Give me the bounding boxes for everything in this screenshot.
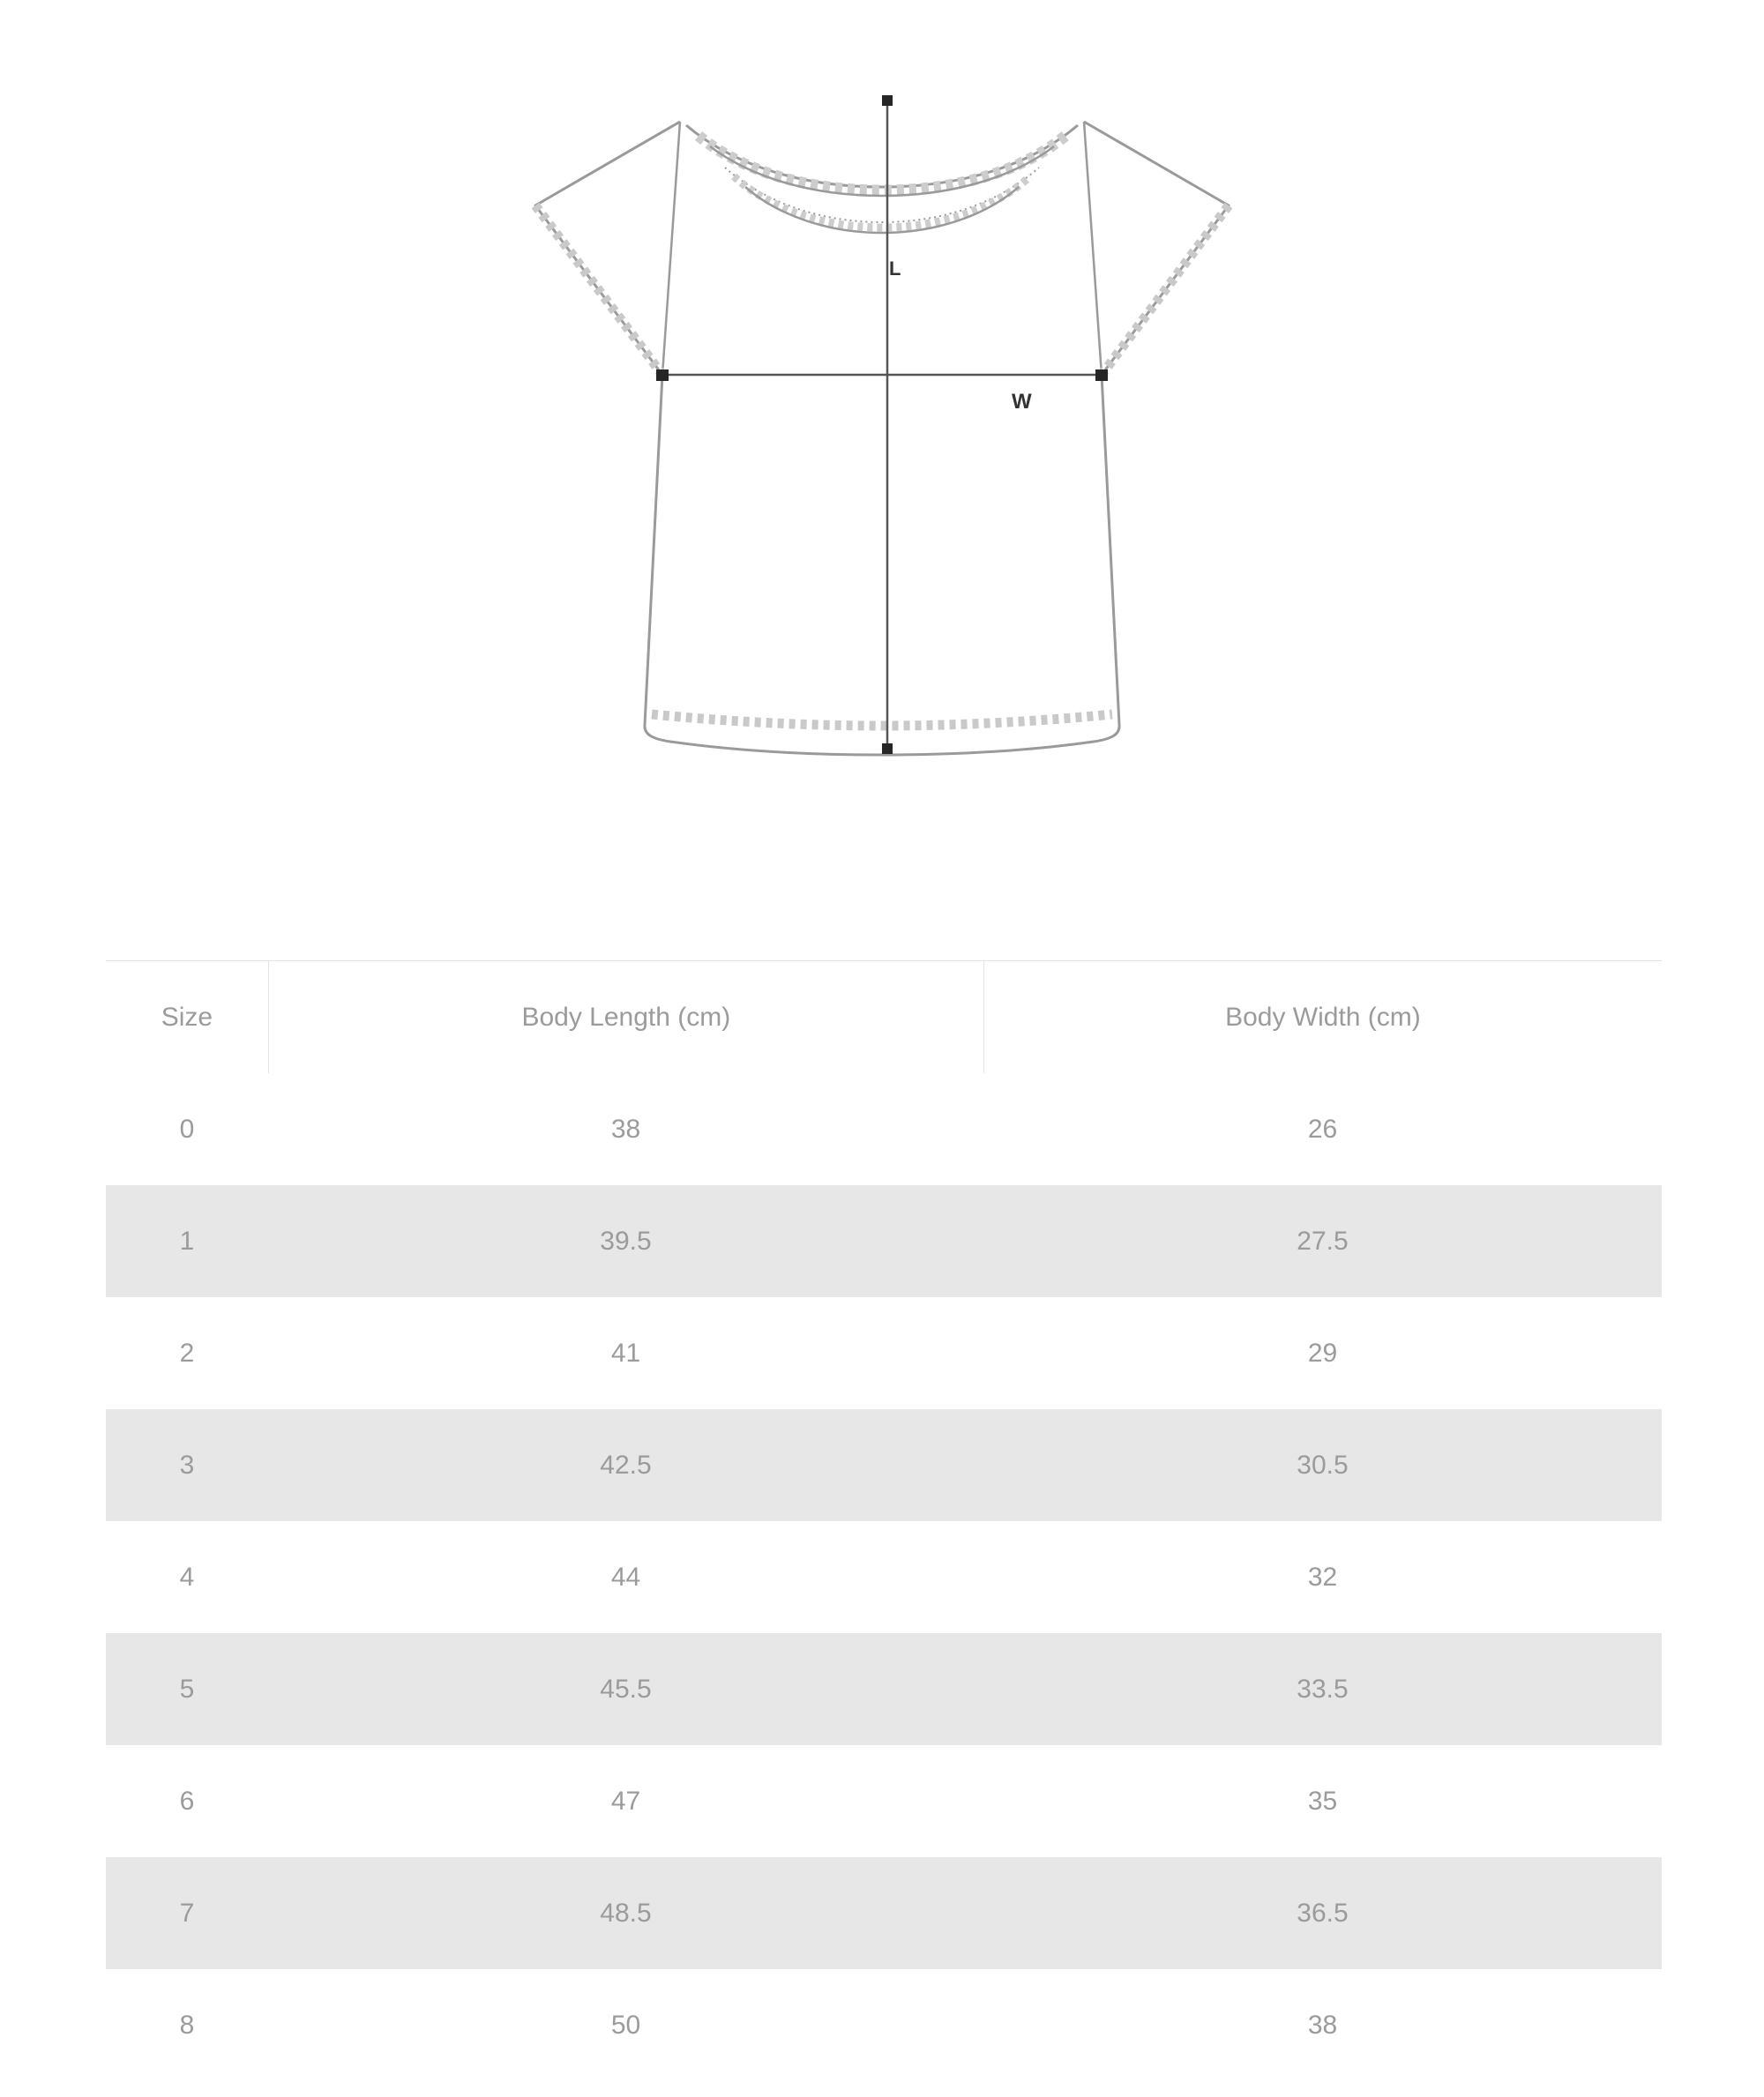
svg-text:W: W xyxy=(1012,390,1032,414)
svg-text:L: L xyxy=(889,257,901,280)
